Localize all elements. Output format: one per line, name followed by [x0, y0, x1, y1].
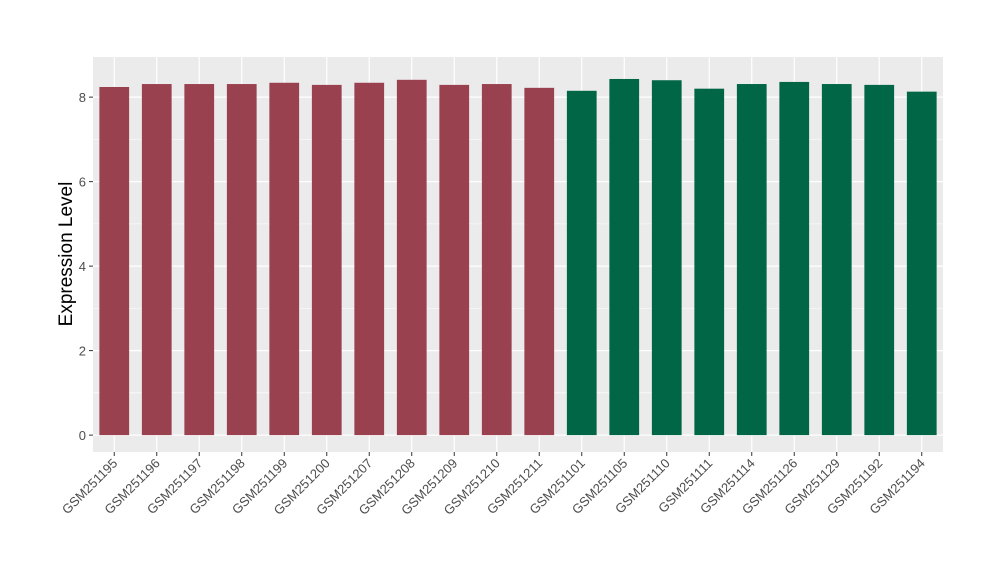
bar-GSM251211 [524, 87, 555, 436]
bar-GSM251195 [99, 86, 130, 436]
bar-GSM251209 [439, 84, 470, 436]
bar-GSM251210 [481, 84, 512, 436]
bar-GSM251196 [141, 84, 172, 436]
bar-GSM251105 [609, 78, 640, 436]
y-tick-label: 6 [79, 175, 86, 190]
bar-GSM251111 [694, 88, 725, 436]
y-tick-label: 8 [79, 90, 86, 105]
y-axis-label: Expression Level [56, 182, 77, 327]
y-tick-label: 2 [79, 344, 86, 359]
bar-GSM251129 [821, 84, 852, 436]
bar-GSM251199 [269, 82, 300, 436]
bar-GSM251207 [354, 82, 385, 436]
bar-GSM251101 [566, 90, 597, 436]
bar-GSM251110 [651, 80, 682, 436]
bar-GSM251194 [906, 91, 937, 436]
bar-GSM251197 [184, 84, 215, 436]
bar-GSM251198 [226, 84, 257, 436]
y-tick-label: 0 [79, 428, 86, 443]
y-tick-label: 4 [79, 259, 86, 274]
bar-GSM251200 [311, 84, 342, 436]
bar-GSM251114 [736, 84, 767, 436]
bar-GSM251208 [396, 79, 427, 436]
bar-GSM251126 [779, 81, 810, 436]
bar-GSM251192 [864, 84, 895, 436]
